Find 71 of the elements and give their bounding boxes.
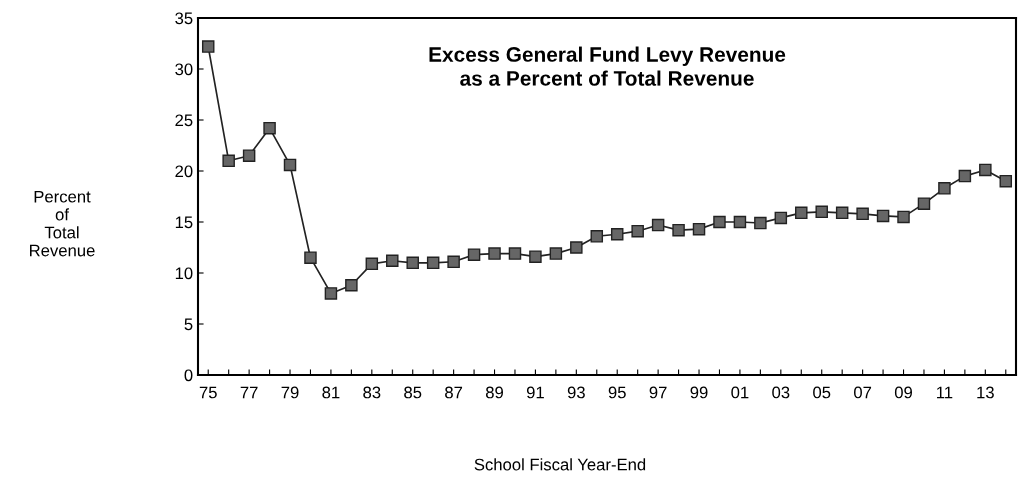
point bbox=[713, 215, 726, 229]
point bbox=[529, 250, 542, 263]
point bbox=[651, 218, 665, 232]
x-tick-label: 83 bbox=[363, 386, 381, 399]
x-tick-label: 09 bbox=[894, 386, 913, 399]
point bbox=[999, 174, 1013, 188]
x-tick-label: 77 bbox=[240, 386, 258, 399]
point bbox=[979, 163, 992, 177]
point bbox=[365, 257, 379, 271]
point bbox=[570, 241, 583, 254]
point bbox=[835, 206, 849, 220]
x-tick-label: 07 bbox=[854, 386, 872, 399]
point bbox=[467, 248, 481, 261]
x-tick-label: 03 bbox=[772, 386, 790, 399]
y-axis-title: Percent of Total Revenue bbox=[30, 190, 95, 257]
point bbox=[815, 205, 828, 219]
y-tick-label: 20 bbox=[175, 165, 193, 178]
point bbox=[610, 227, 624, 241]
point bbox=[876, 209, 890, 223]
x-tick-label: 95 bbox=[608, 386, 626, 399]
y-tick-label: 30 bbox=[175, 63, 193, 76]
x-tick-label: 79 bbox=[281, 386, 299, 399]
x-tick-label: 13 bbox=[977, 386, 994, 399]
point bbox=[672, 223, 685, 237]
x-tick-label: 97 bbox=[649, 386, 667, 399]
x-axis-title: School Fiscal Year-End bbox=[474, 458, 646, 471]
y-tick-label: 0 bbox=[184, 369, 193, 382]
x-tick-label: 91 bbox=[526, 386, 544, 399]
point bbox=[938, 182, 951, 195]
point bbox=[774, 211, 788, 225]
point bbox=[488, 247, 501, 260]
x-tick-label: 05 bbox=[813, 386, 831, 399]
point bbox=[386, 254, 399, 268]
point bbox=[958, 169, 972, 183]
point bbox=[201, 40, 215, 53]
x-tick-label: 99 bbox=[690, 386, 708, 399]
point bbox=[508, 247, 522, 260]
point bbox=[733, 215, 747, 229]
x-tick-label: 01 bbox=[731, 386, 749, 399]
point bbox=[426, 256, 440, 270]
point bbox=[590, 230, 604, 243]
y-tick-label: 35 bbox=[175, 12, 193, 25]
point bbox=[447, 255, 460, 269]
point bbox=[222, 154, 235, 168]
point bbox=[917, 197, 931, 210]
text: Excess General Fund Levy Revenue as a Percent of Total Revenue bbox=[429, 46, 786, 86]
point bbox=[897, 210, 910, 224]
point bbox=[795, 206, 808, 220]
point bbox=[263, 121, 276, 135]
point bbox=[242, 149, 256, 162]
x-tick-label: 81 bbox=[322, 386, 340, 399]
x-tick-label: 93 bbox=[567, 386, 585, 399]
point bbox=[406, 256, 419, 270]
point bbox=[692, 222, 706, 236]
x-tick-label: 87 bbox=[445, 386, 463, 399]
x-tick-label: 75 bbox=[199, 386, 217, 399]
point bbox=[549, 247, 563, 260]
y-tick-label: 25 bbox=[175, 114, 193, 127]
y-tick-label: 15 bbox=[175, 216, 193, 229]
y-tick-label: 5 bbox=[184, 318, 193, 331]
point bbox=[754, 216, 767, 230]
y-tick-label: 10 bbox=[175, 267, 193, 280]
point bbox=[345, 278, 358, 292]
x-tick-label: 85 bbox=[404, 386, 422, 399]
x-tick-label: 11 bbox=[937, 386, 953, 399]
x-tick-label: 89 bbox=[485, 386, 504, 399]
point bbox=[856, 207, 869, 221]
point bbox=[304, 251, 317, 264]
point bbox=[631, 224, 644, 238]
point bbox=[283, 158, 297, 172]
point bbox=[324, 287, 338, 300]
